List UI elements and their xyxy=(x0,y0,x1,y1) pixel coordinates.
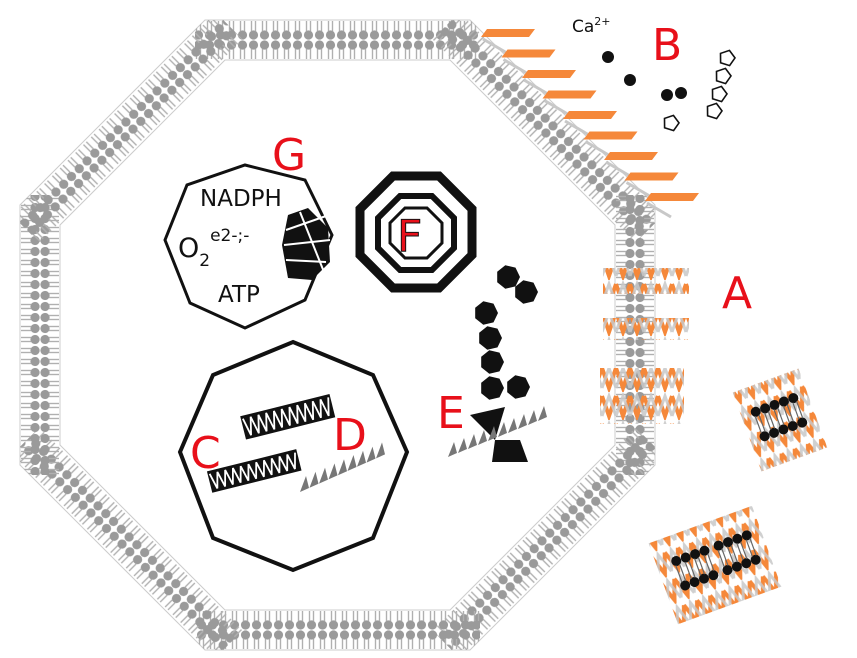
label-b: B xyxy=(652,20,682,71)
label-e: E xyxy=(437,388,465,439)
ion-label: Ca2+ xyxy=(572,15,611,37)
label-c: C xyxy=(190,428,221,479)
atp-synthase-icon xyxy=(282,208,331,280)
label-f: F xyxy=(397,211,422,262)
membrane-protein-a xyxy=(600,268,689,424)
ion-dot xyxy=(602,51,614,63)
pentagon-molecule xyxy=(715,67,732,85)
bead xyxy=(497,265,520,289)
channel-slat xyxy=(542,90,597,99)
filament-d xyxy=(300,442,385,492)
ion-dot xyxy=(661,89,673,101)
bead xyxy=(515,280,538,304)
pentagon-molecules xyxy=(663,49,736,132)
channel-slat xyxy=(501,49,556,58)
receptor-e: E xyxy=(437,265,547,462)
label-a: A xyxy=(722,268,752,319)
bead xyxy=(479,326,502,350)
calcium-ions: Ca2+ xyxy=(572,15,687,101)
bead xyxy=(481,376,504,400)
vesicle-2 xyxy=(648,505,782,625)
organelle-g: NADPH O2e2-;- ATP G xyxy=(163,130,334,330)
calcium-channel-b xyxy=(481,29,699,219)
bead xyxy=(475,301,498,325)
channel-slat xyxy=(624,172,679,181)
ion-dot xyxy=(675,87,687,99)
bead xyxy=(507,375,530,399)
filament-c-upper xyxy=(240,394,336,440)
organelle-cd: C D xyxy=(177,339,410,573)
nadph-label: NADPH xyxy=(200,186,282,212)
pentagon-molecule xyxy=(719,49,736,67)
atp-label: ATP xyxy=(218,282,260,308)
pentagon-molecule xyxy=(711,85,728,103)
filament-c-lower xyxy=(206,449,302,493)
channel-slat xyxy=(563,111,617,119)
channel-slat xyxy=(522,70,576,78)
channel-slat xyxy=(583,131,638,140)
bead xyxy=(481,350,504,374)
cell-membrane xyxy=(20,20,655,650)
label-d: D xyxy=(333,410,367,461)
label-g: G xyxy=(272,130,306,181)
channel-slat xyxy=(481,29,535,37)
o2-label: O2e2-;- xyxy=(178,226,249,271)
channel-slat xyxy=(604,152,658,160)
organelle-f: F xyxy=(355,171,477,293)
ion-dot xyxy=(624,74,636,86)
pentagon-molecule xyxy=(706,102,723,120)
vesicle-1 xyxy=(732,368,828,472)
channel-slat xyxy=(645,193,699,201)
pentagon-molecule xyxy=(663,114,680,132)
